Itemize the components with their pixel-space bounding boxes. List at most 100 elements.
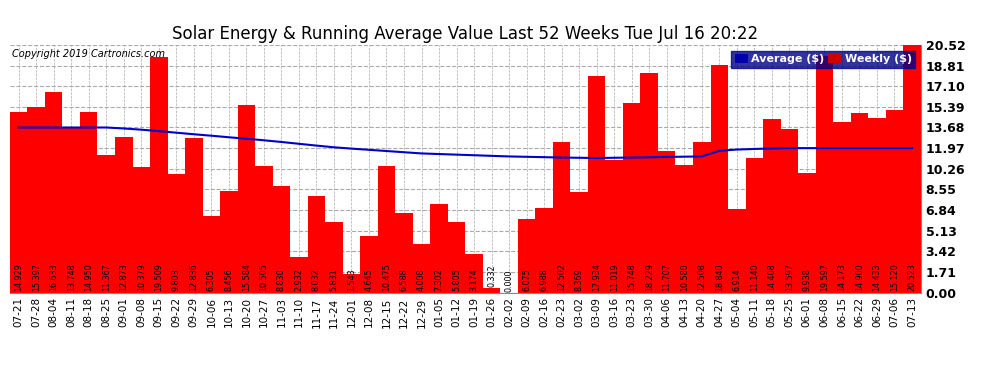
Legend: Average ($), Weekly ($): Average ($), Weekly ($): [732, 51, 915, 68]
Text: 12.508: 12.508: [697, 263, 706, 291]
Text: 3.174: 3.174: [469, 268, 478, 291]
Bar: [360, 237, 378, 292]
Text: 10.475: 10.475: [382, 263, 391, 291]
Bar: [886, 110, 903, 292]
Bar: [255, 166, 272, 292]
Bar: [745, 158, 763, 292]
Bar: [115, 137, 133, 292]
Text: 4.008: 4.008: [417, 268, 426, 291]
Bar: [150, 57, 167, 292]
Text: 4.645: 4.645: [364, 268, 373, 291]
Bar: [552, 142, 570, 292]
Bar: [763, 119, 780, 292]
Text: 19.597: 19.597: [820, 263, 829, 291]
Text: 14.433: 14.433: [872, 263, 881, 291]
Text: 0.332: 0.332: [487, 265, 496, 287]
Text: 19.509: 19.509: [154, 263, 163, 291]
Bar: [220, 190, 238, 292]
Bar: [378, 166, 395, 292]
Bar: [675, 165, 693, 292]
Text: 15.748: 15.748: [628, 263, 637, 291]
Bar: [413, 244, 431, 292]
Bar: [816, 56, 834, 292]
Text: 15.584: 15.584: [242, 263, 250, 291]
Text: 20.523: 20.523: [908, 263, 917, 291]
Bar: [325, 222, 343, 292]
Bar: [447, 222, 465, 292]
Bar: [850, 113, 868, 292]
Bar: [798, 172, 816, 292]
Bar: [834, 122, 850, 292]
Text: 2.932: 2.932: [294, 268, 303, 291]
Text: 13.597: 13.597: [785, 263, 794, 291]
Text: 6.075: 6.075: [522, 268, 531, 291]
Text: 12.502: 12.502: [557, 263, 566, 291]
Text: 16.633: 16.633: [50, 263, 58, 291]
Text: 8.830: 8.830: [277, 268, 286, 291]
Text: 11.019: 11.019: [610, 263, 619, 291]
Text: Copyright 2019 Cartronics.com: Copyright 2019 Cartronics.com: [12, 49, 164, 59]
Text: 12.836: 12.836: [189, 263, 198, 291]
Bar: [395, 213, 413, 292]
Text: 15.120: 15.120: [890, 263, 899, 291]
Bar: [62, 127, 80, 292]
Text: 14.929: 14.929: [14, 263, 23, 291]
Bar: [290, 257, 308, 292]
Title: Solar Energy & Running Average Value Last 52 Weeks Tue Jul 16 20:22: Solar Energy & Running Average Value Las…: [172, 26, 758, 44]
Bar: [28, 107, 45, 292]
Bar: [272, 186, 290, 292]
Bar: [167, 174, 185, 292]
Bar: [203, 216, 220, 292]
Bar: [536, 208, 552, 292]
Bar: [133, 167, 150, 292]
Bar: [780, 129, 798, 292]
Text: 11.140: 11.140: [749, 263, 758, 291]
Text: 17.934: 17.934: [592, 263, 601, 291]
Bar: [308, 196, 325, 292]
Text: 6.988: 6.988: [540, 268, 548, 291]
Text: 13.748: 13.748: [66, 263, 75, 291]
Text: 11.707: 11.707: [662, 263, 671, 291]
Text: 5.805: 5.805: [452, 268, 461, 291]
Text: 14.950: 14.950: [84, 263, 93, 291]
Bar: [693, 142, 711, 292]
Bar: [465, 254, 483, 292]
Bar: [518, 219, 536, 292]
Bar: [868, 118, 886, 292]
Text: 11.367: 11.367: [102, 263, 111, 291]
Text: 8.456: 8.456: [225, 268, 234, 291]
Bar: [570, 192, 588, 292]
Bar: [10, 112, 28, 292]
Text: 8.032: 8.032: [312, 268, 321, 291]
Text: 5.831: 5.831: [330, 268, 339, 291]
Bar: [483, 288, 500, 292]
Text: 10.580: 10.580: [680, 263, 689, 291]
Text: 12.873: 12.873: [119, 263, 129, 291]
Bar: [728, 209, 745, 292]
Text: 18.229: 18.229: [644, 263, 653, 291]
Bar: [711, 65, 728, 292]
Text: 1.543: 1.543: [346, 268, 356, 291]
Text: 18.840: 18.840: [715, 263, 724, 291]
Text: 14.408: 14.408: [767, 263, 776, 291]
Bar: [641, 73, 658, 292]
Text: 7.302: 7.302: [435, 268, 444, 291]
Bar: [80, 112, 97, 292]
Text: 0.000: 0.000: [505, 269, 514, 292]
Text: 10.379: 10.379: [137, 263, 146, 291]
Bar: [623, 102, 641, 292]
Text: 15.397: 15.397: [32, 263, 41, 291]
Bar: [238, 105, 255, 292]
Text: 8.369: 8.369: [574, 268, 584, 291]
Text: 6.305: 6.305: [207, 268, 216, 291]
Bar: [588, 76, 606, 292]
Bar: [431, 204, 447, 292]
Bar: [343, 274, 360, 292]
Text: 6.588: 6.588: [400, 268, 409, 291]
Text: 14.173: 14.173: [838, 263, 846, 291]
Text: 14.900: 14.900: [855, 263, 864, 291]
Bar: [45, 92, 62, 292]
Bar: [903, 45, 921, 292]
Bar: [658, 151, 675, 292]
Bar: [606, 160, 623, 292]
